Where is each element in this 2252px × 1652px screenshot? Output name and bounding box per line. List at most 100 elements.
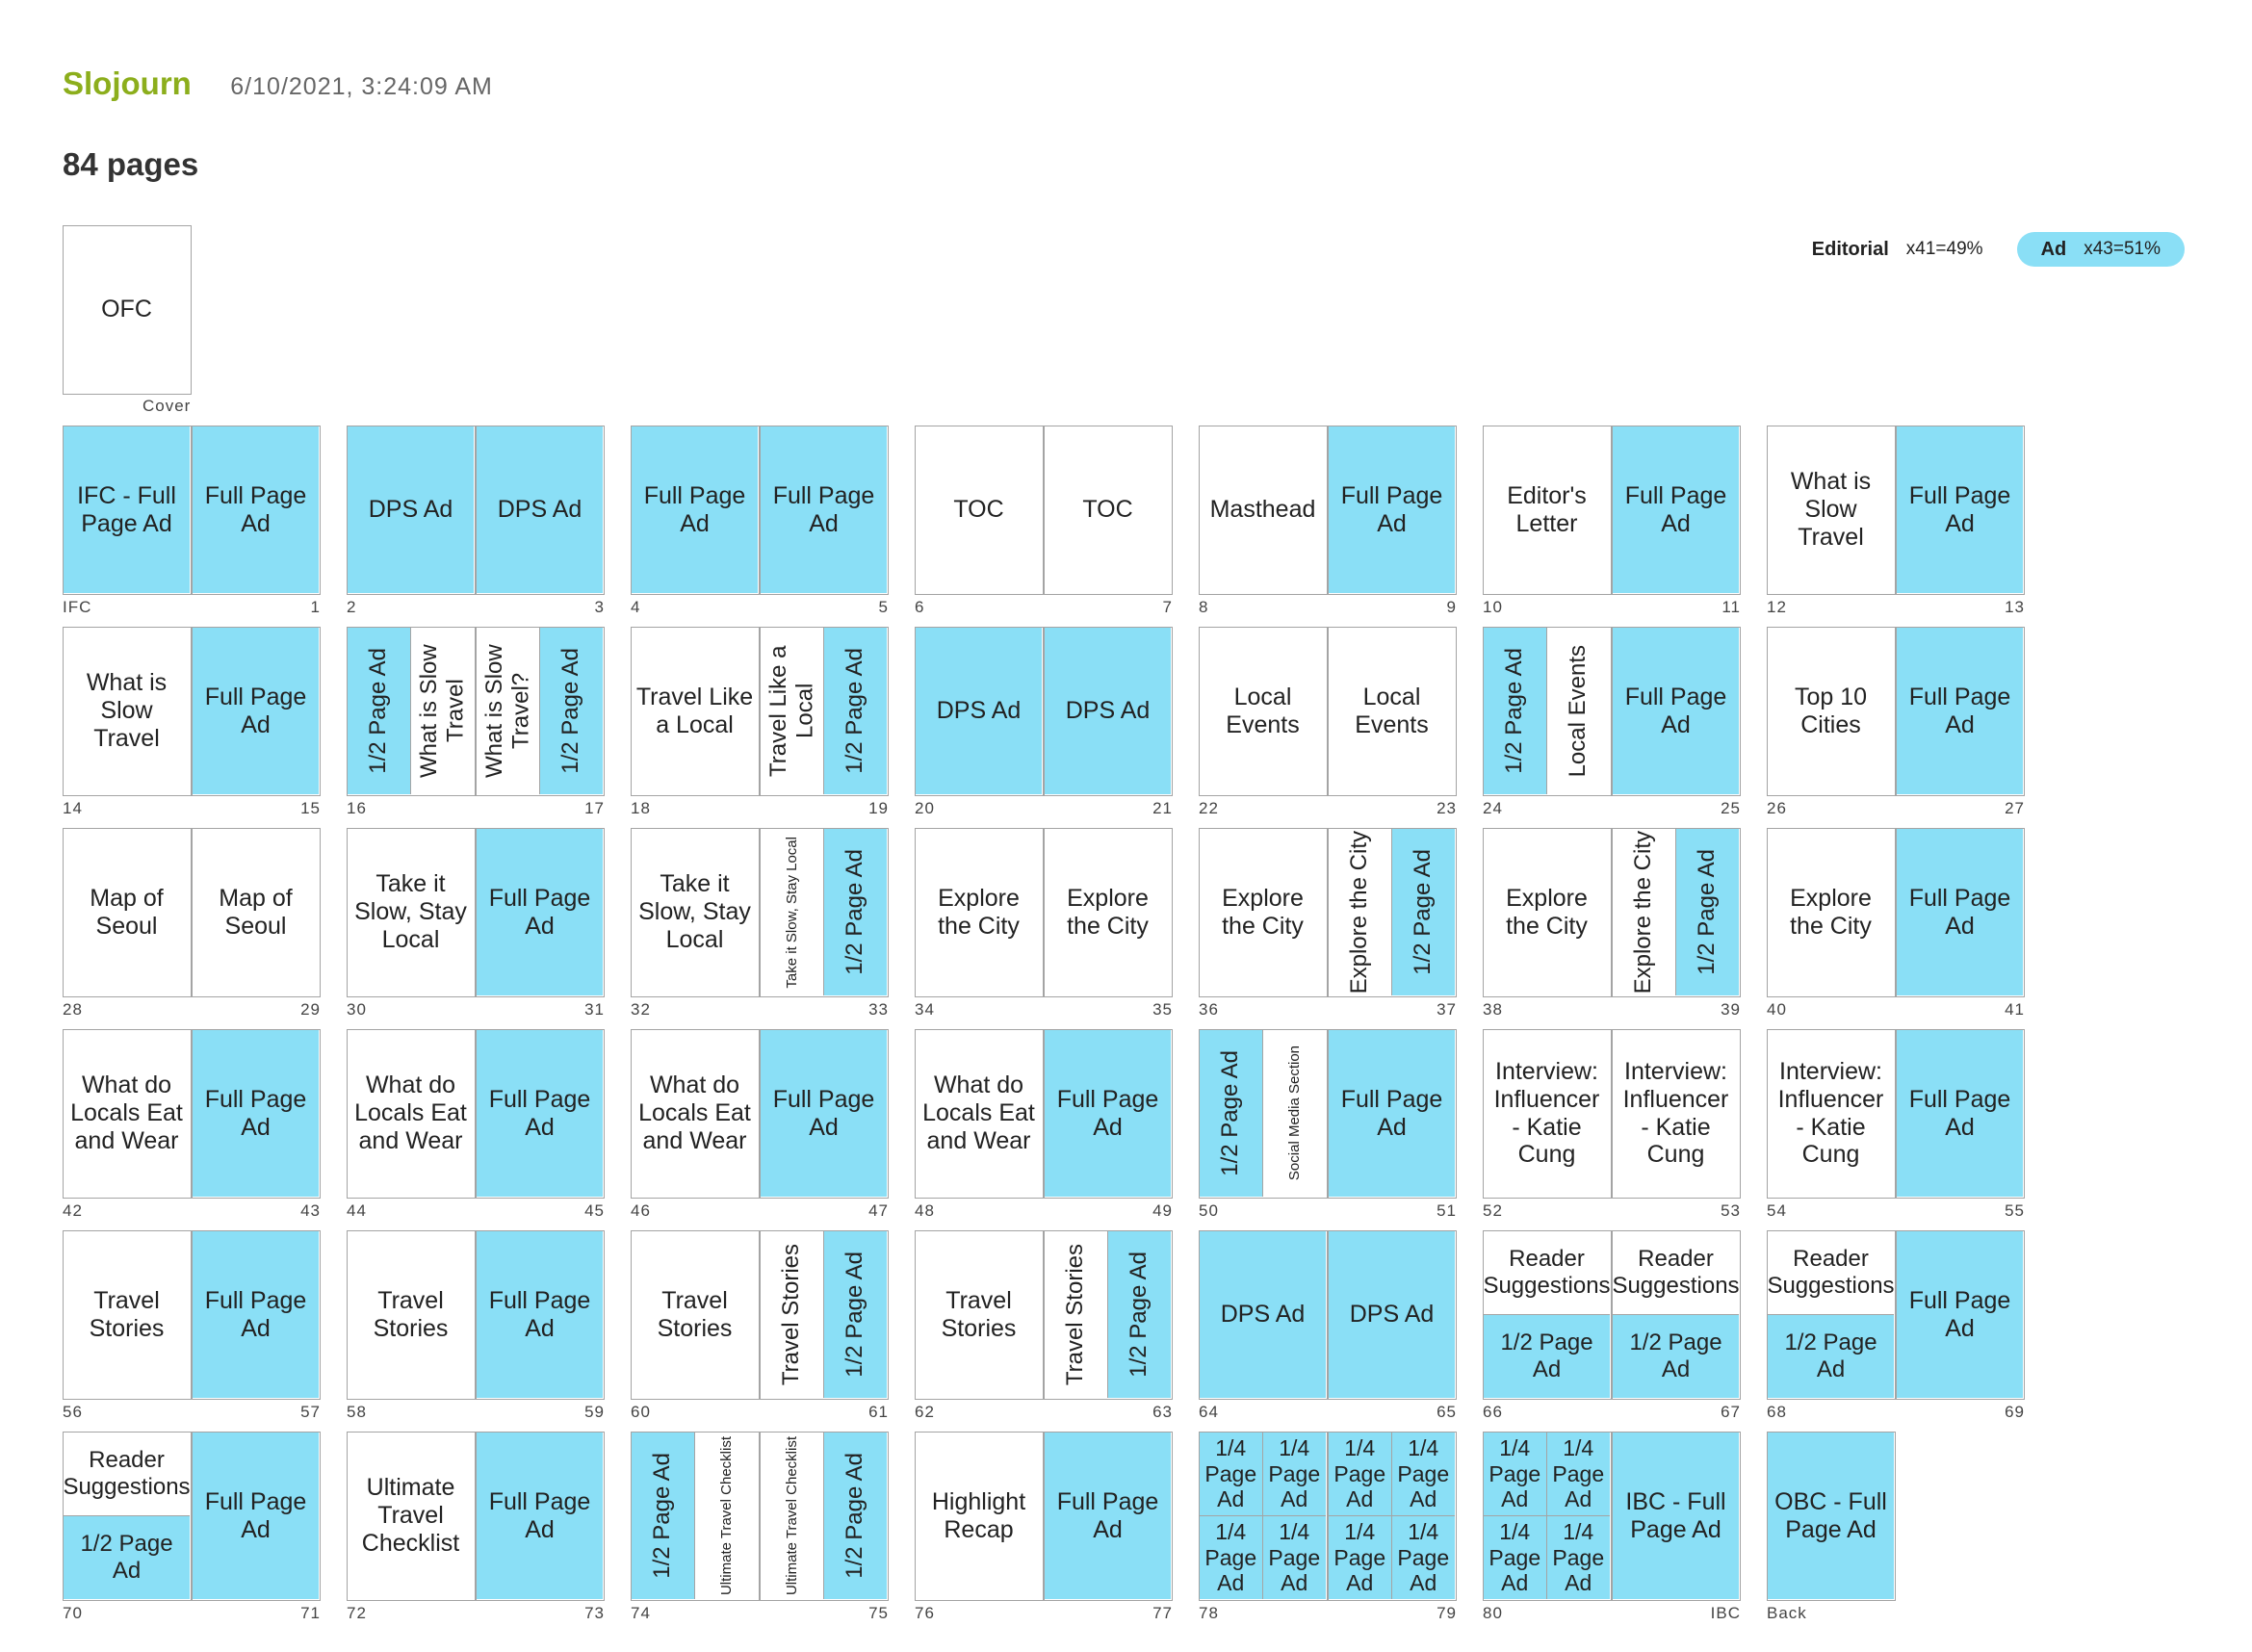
editorial-slot[interactable]: Take it Slow, Stay Local	[348, 829, 474, 995]
page-tile[interactable]: Explore the City	[1199, 828, 1328, 997]
ad-slot[interactable]: 1/2 Page Ad	[1675, 829, 1739, 995]
ad-slot[interactable]: 1/2 Page Ad	[1484, 1314, 1610, 1398]
page-tile[interactable]: DPS Ad	[1044, 627, 1173, 796]
page-tile[interactable]: Full Page Ad	[1896, 828, 2025, 997]
editorial-slot[interactable]: Explore the City	[916, 829, 1042, 995]
editorial-slot[interactable]: What do Locals Eat and Wear	[916, 1030, 1042, 1197]
editorial-slot[interactable]: Take it Slow, Stay Local	[632, 829, 758, 995]
ad-slot[interactable]: 1/4 Page Ad	[1200, 1433, 1263, 1516]
page-tile[interactable]: Explore the City	[1044, 828, 1173, 997]
ad-slot[interactable]: 1/2 Page Ad	[1613, 1314, 1739, 1398]
page-tile[interactable]: 1/2 Page Ad Social Media Section	[1199, 1029, 1328, 1199]
editorial-slot[interactable]: Travel Like a Local	[632, 628, 758, 794]
page-tile[interactable]: DPS Ad	[476, 426, 605, 595]
ad-slot[interactable]: Full Page Ad	[1897, 1231, 2023, 1398]
editorial-slot[interactable]: Explore the City	[1484, 829, 1610, 995]
page-tile[interactable]: IFC - Full Page Ad	[63, 426, 192, 595]
page-tile[interactable]: Full Page Ad	[1612, 627, 1741, 796]
page-tile[interactable]: Masthead	[1199, 426, 1328, 595]
ad-slot[interactable]: Full Page Ad	[1045, 1433, 1171, 1599]
ad-slot[interactable]: Full Page Ad	[193, 426, 319, 593]
editorial-slot[interactable]: Ultimate Travel Checklist	[694, 1433, 758, 1599]
page-tile[interactable]: What do Locals Eat and Wear	[63, 1029, 192, 1199]
ad-slot[interactable]: 1/2 Page Ad	[1107, 1231, 1171, 1398]
ad-slot[interactable]: DPS Ad	[1045, 628, 1171, 794]
page-tile[interactable]: IBC - Full Page Ad	[1612, 1432, 1741, 1601]
ad-slot[interactable]: 1/2 Page Ad	[823, 829, 887, 995]
ad-slot[interactable]: 1/2 Page Ad	[632, 1433, 695, 1599]
page-tile[interactable]: Full Page Ad	[1896, 627, 2025, 796]
page-tile[interactable]: Full Page Ad	[631, 426, 760, 595]
page-tile[interactable]: What is Slow Travel? 1/2 Page Ad	[476, 627, 605, 796]
editorial-slot[interactable]: Map of Seoul	[193, 829, 319, 995]
page-tile[interactable]: Take it Slow, Stay Local	[347, 828, 476, 997]
page-tile[interactable]: 1/2 Page Ad Local Events	[1483, 627, 1612, 796]
ad-slot[interactable]: Full Page Ad	[1897, 426, 2023, 593]
page-tile[interactable]: DPS Ad	[347, 426, 476, 595]
editorial-slot[interactable]: Travel Stories	[348, 1231, 474, 1398]
editorial-slot[interactable]: Highlight Recap	[916, 1433, 1042, 1599]
page-tile[interactable]: Full Page Ad	[1896, 426, 2025, 595]
page-tile[interactable]: Reader Suggestions 1/2 Page Ad	[1612, 1230, 1741, 1400]
page-tile[interactable]: OFC	[63, 225, 192, 395]
page-tile[interactable]: Full Page Ad	[1044, 1432, 1173, 1601]
ad-slot[interactable]: OBC - Full Page Ad	[1768, 1433, 1894, 1599]
ad-slot[interactable]: 1/4 Page Ad	[1391, 1433, 1455, 1516]
ad-slot[interactable]: Full Page Ad	[1613, 426, 1739, 593]
editorial-slot[interactable]: Reader Suggestions	[1768, 1231, 1894, 1315]
ad-slot[interactable]: Full Page Ad	[1613, 628, 1739, 794]
ad-slot[interactable]: Full Page Ad	[477, 1231, 603, 1398]
page-tile[interactable]: What do Locals Eat and Wear	[631, 1029, 760, 1199]
ad-slot[interactable]: 1/2 Page Ad	[823, 628, 887, 794]
editorial-slot[interactable]: TOC	[916, 426, 1042, 593]
ad-slot[interactable]: 1/4 Page Ad	[1391, 1515, 1455, 1599]
page-tile[interactable]: DPS Ad	[915, 627, 1044, 796]
ad-slot[interactable]: 1/2 Page Ad	[1484, 628, 1547, 794]
ad-slot[interactable]: Full Page Ad	[1897, 829, 2023, 995]
page-tile[interactable]: Full Page Ad	[1044, 1029, 1173, 1199]
ad-slot[interactable]: Full Page Ad	[632, 426, 758, 593]
legend-ad[interactable]: Ad x43=51%	[2016, 232, 2185, 267]
page-tile[interactable]: DPS Ad	[1199, 1230, 1328, 1400]
editorial-slot[interactable]: Explore the City	[1045, 829, 1171, 995]
page-tile[interactable]: Travel Stories 1/2 Page Ad	[1044, 1230, 1173, 1400]
ad-slot[interactable]: 1/4 Page Ad	[1329, 1433, 1392, 1516]
editorial-slot[interactable]: Interview: Influencer - Katie Cung	[1484, 1030, 1610, 1197]
page-tile[interactable]: Travel Stories	[63, 1230, 192, 1400]
editorial-slot[interactable]: Travel Stories	[632, 1231, 758, 1398]
page-tile[interactable]: Interview: Influencer - Katie Cung	[1612, 1029, 1741, 1199]
page-tile[interactable]: Interview: Influencer - Katie Cung	[1483, 1029, 1612, 1199]
ad-slot[interactable]: Full Page Ad	[761, 1030, 887, 1197]
ad-slot[interactable]: Full Page Ad	[193, 1433, 319, 1599]
page-tile[interactable]: Editor's Letter	[1483, 426, 1612, 595]
ad-slot[interactable]: DPS Ad	[348, 426, 474, 593]
editorial-slot[interactable]: Ultimate Travel Checklist	[348, 1433, 474, 1599]
ad-slot[interactable]: 1/2 Page Ad	[823, 1433, 887, 1599]
ad-slot[interactable]: 1/4 Page Ad	[1262, 1515, 1326, 1599]
page-tile[interactable]: Full Page Ad	[192, 1029, 321, 1199]
editorial-slot[interactable]: Travel Stories	[761, 1231, 824, 1398]
ad-slot[interactable]: 1/2 Page Ad	[348, 628, 411, 794]
ad-slot[interactable]: Full Page Ad	[1897, 628, 2023, 794]
page-tile[interactable]: Full Page Ad	[1896, 1029, 2025, 1199]
ad-slot[interactable]: 1/2 Page Ad	[64, 1515, 190, 1599]
ad-slot[interactable]: 1/2 Page Ad	[1768, 1314, 1894, 1398]
editorial-slot[interactable]: Editor's Letter	[1484, 426, 1610, 593]
ad-slot[interactable]: 1/2 Page Ad	[539, 628, 603, 794]
editorial-slot[interactable]: TOC	[1045, 426, 1171, 593]
ad-slot[interactable]: Full Page Ad	[477, 1030, 603, 1197]
page-tile[interactable]: Full Page Ad	[476, 828, 605, 997]
page-tile[interactable]: Ultimate Travel Checklist	[347, 1432, 476, 1601]
editorial-slot[interactable]: Reader Suggestions	[64, 1433, 190, 1516]
page-tile[interactable]: Full Page Ad	[1328, 1029, 1457, 1199]
page-tile[interactable]: What is Slow Travel	[63, 627, 192, 796]
ad-slot[interactable]: 1/4 Page Ad	[1262, 1433, 1326, 1516]
page-tile[interactable]: Full Page Ad	[476, 1432, 605, 1601]
ad-slot[interactable]: Full Page Ad	[1329, 426, 1455, 593]
editorial-slot[interactable]: Explore the City	[1200, 829, 1326, 995]
page-tile[interactable]: Travel Stories 1/2 Page Ad	[760, 1230, 889, 1400]
page-tile[interactable]: Full Page Ad	[1896, 1230, 2025, 1400]
editorial-slot[interactable]: Local Events	[1546, 628, 1610, 794]
editorial-slot[interactable]: Explore the City	[1613, 829, 1676, 995]
editorial-slot[interactable]: Take it Slow, Stay Local	[761, 829, 824, 995]
